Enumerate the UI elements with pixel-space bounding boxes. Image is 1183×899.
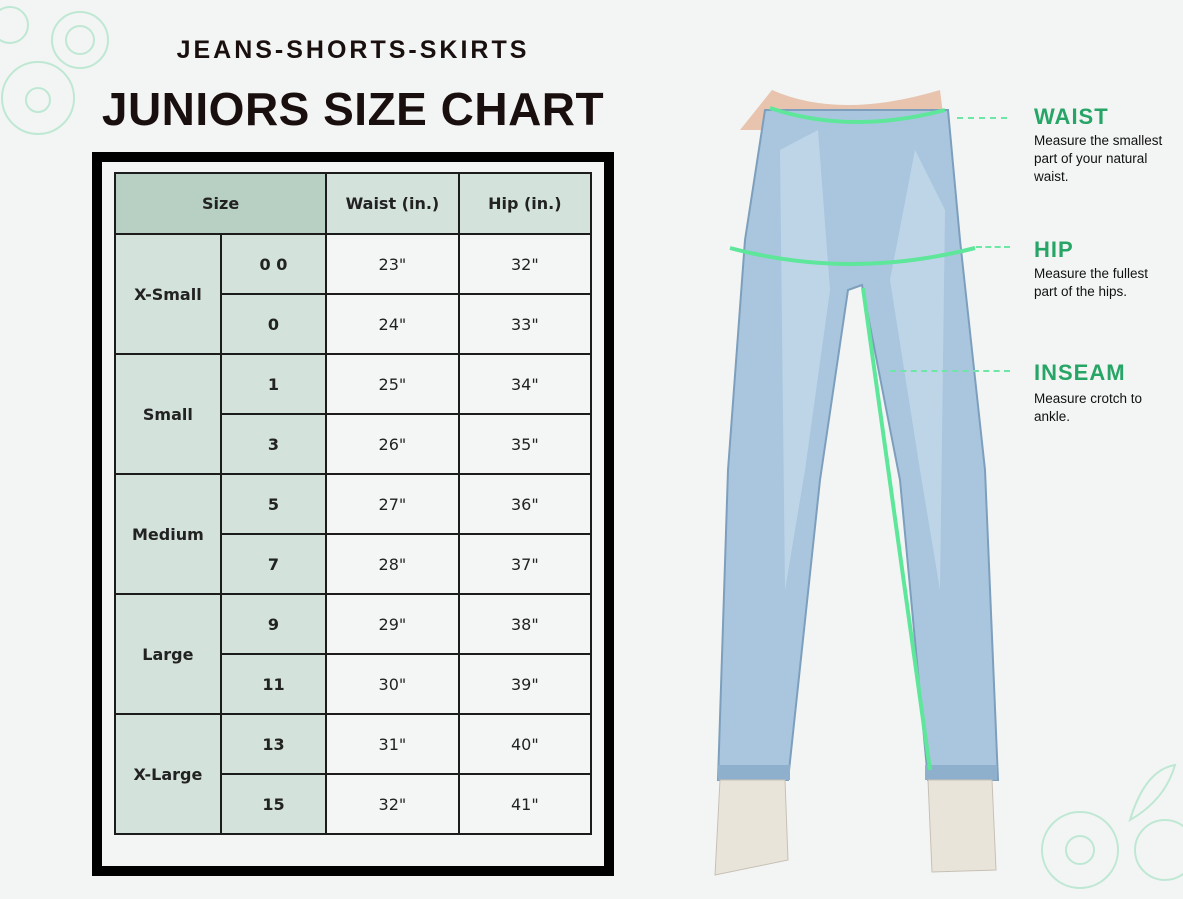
- waist-cell: 32": [325, 773, 460, 835]
- waist-cell: 30": [325, 653, 460, 715]
- size-cell: 7: [219, 533, 328, 595]
- size-group: X-Small: [114, 233, 222, 355]
- hip-description: Measure the fullest part of the hips.: [1034, 266, 1149, 299]
- hip-cell: 41": [457, 773, 593, 835]
- page-subtitle: JEANS-SHORTS-SKIRTS: [176, 36, 530, 64]
- hip-cell: 35": [457, 413, 593, 475]
- hip-cell: 36": [457, 473, 593, 535]
- table-row: 0 24" 33": [115, 293, 593, 355]
- waist-cell: 29": [325, 593, 460, 655]
- hip-cell: 37": [457, 533, 593, 595]
- hip-cell: 33": [457, 293, 593, 355]
- waist-description: Measure the smallest part of your natura…: [1034, 133, 1163, 184]
- waist-cell: 23": [325, 233, 460, 295]
- table-row: Small 1 25" 34": [114, 353, 593, 475]
- waist-cell: 27": [325, 473, 460, 535]
- size-cell: 15: [219, 773, 328, 835]
- table-row: 3 26" 35": [115, 413, 593, 475]
- size-cell: 3: [219, 413, 328, 475]
- table-row: Medium 5 27" 36": [114, 473, 593, 595]
- floral-decoration-icon: [0, 6, 109, 135]
- table-row: 15 32" 41": [115, 773, 593, 835]
- hip-cell: 32": [457, 233, 593, 295]
- table-row: Large 9 29" 38": [114, 593, 593, 715]
- page-title: JUNIORS SIZE CHART: [101, 83, 605, 135]
- inseam-guide-line: [890, 370, 1010, 372]
- waist-cell: 25": [325, 353, 460, 415]
- size-cell: 1: [219, 353, 328, 415]
- hip-cell: 39": [457, 653, 593, 715]
- waist-cell: 24": [325, 293, 460, 355]
- jeans-illustration: [714, 90, 1000, 876]
- header-waist: Waist (in.): [325, 172, 460, 235]
- waist-cell: 28": [325, 533, 460, 595]
- hip-cell: 38": [457, 593, 593, 655]
- size-cell: 11: [219, 653, 328, 715]
- size-group: Small: [114, 353, 222, 475]
- hip-guide-line: [976, 246, 1010, 248]
- table-row: X-Small 0 0 23" 32": [114, 233, 593, 355]
- waist-label: WAIST: [1034, 104, 1109, 129]
- inseam-description: Measure crotch to ankle.: [1034, 391, 1143, 424]
- size-cell: 9: [219, 593, 328, 655]
- size-cell: 0 0: [219, 233, 328, 295]
- hip-cell: 34": [457, 353, 593, 415]
- size-cell: 5: [219, 473, 328, 535]
- waist-guide-line: [957, 117, 1007, 119]
- hip-cell: 40": [457, 713, 593, 775]
- inseam-label: INSEAM: [1034, 360, 1126, 385]
- size-group: Medium: [114, 473, 222, 595]
- size-cell: 13: [219, 713, 328, 775]
- hip-label: HIP: [1034, 237, 1074, 262]
- size-table: Size Waist (in.) Hip (in.) X-Small 0 0 23"…: [113, 172, 593, 835]
- size-cell: 0: [219, 293, 328, 355]
- waist-cell: 31": [325, 713, 460, 775]
- waist-cell: 26": [325, 413, 460, 475]
- header-size: Size: [113, 172, 328, 235]
- table-row: 7 28" 37": [115, 533, 593, 595]
- size-group: Large: [114, 593, 222, 715]
- header-hip: Hip (in.): [457, 172, 593, 235]
- floral-decoration-icon: [1041, 763, 1183, 889]
- table-row: 11 30" 39": [115, 653, 593, 715]
- table-row: X-Large 13 31" 40": [114, 713, 593, 835]
- size-group: X-Large: [114, 713, 222, 835]
